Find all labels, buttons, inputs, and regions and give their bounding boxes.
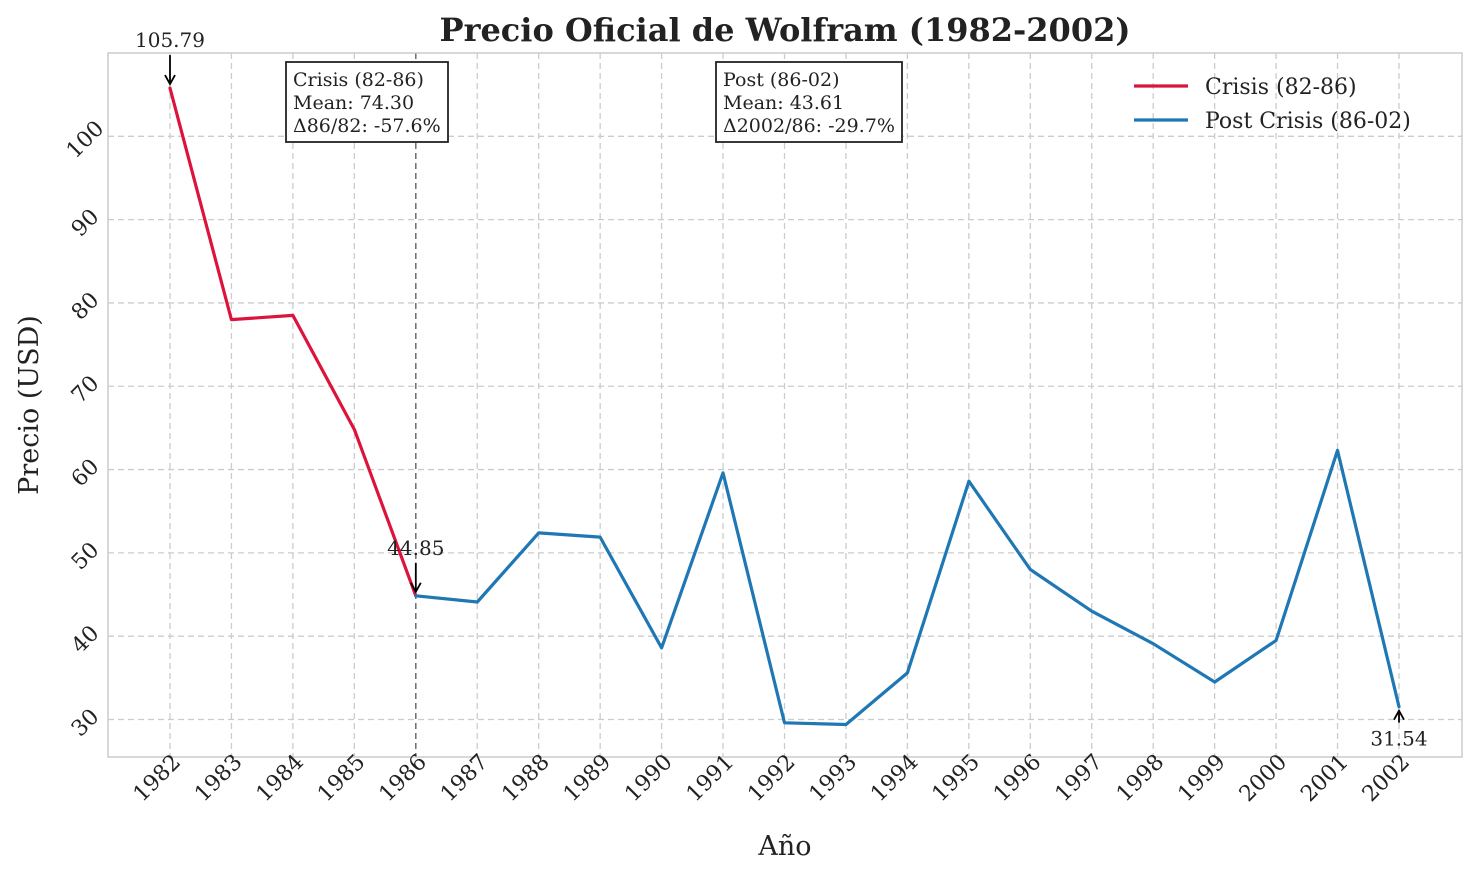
annotation-label: 31.54	[1370, 727, 1427, 751]
y-axis-label: Precio (USD)	[14, 315, 45, 495]
x-tick-label: 2000	[1235, 750, 1292, 807]
y-tick-label: 100	[62, 116, 109, 163]
annotation-label: 44.85	[387, 536, 444, 560]
x-axis-label: Año	[757, 831, 811, 862]
legend-item: Post Crisis (86-02)	[1134, 109, 1411, 134]
annotation-arrowhead	[164, 74, 176, 86]
stats-box-line: Crisis (82-86)	[293, 69, 424, 91]
x-tick-label: 2001	[1296, 750, 1353, 807]
stats-box-frame	[285, 61, 449, 143]
x-tick-label: 1983	[190, 750, 247, 807]
x-tick-label: 1996	[989, 750, 1046, 807]
y-tick-labels: 30 40 50 60 70 80 90 100	[62, 116, 109, 742]
legend-label: Post Crisis (86-02)	[1205, 109, 1411, 134]
x-tick-label: 1994	[866, 750, 923, 807]
y-tick-label: 50	[67, 538, 104, 575]
x-tick-label: 1992	[743, 750, 800, 807]
grid-layer	[108, 53, 1462, 757]
chart-title: Precio Oficial de Wolfram (1982-2002)	[440, 11, 1131, 49]
x-tick-labels: 1982 1983 1984 1985 1986 1987 1988 1989 1990 1991…	[129, 750, 1415, 807]
x-tick-label: 1997	[1051, 750, 1108, 807]
x-tick-label: 1982	[129, 750, 186, 807]
y-tick-label: 60	[67, 454, 104, 491]
x-tick-label: 1991	[682, 750, 739, 807]
x-tick-label: 1988	[497, 750, 554, 807]
x-tick-label: 1984	[252, 750, 309, 807]
series-layer	[168, 86, 1401, 727]
x-tick-label: 1999	[1173, 750, 1230, 807]
series-line-post-crisis	[414, 448, 1401, 727]
x-tick-label: 1986	[375, 750, 432, 807]
x-tick-label: 1985	[313, 750, 370, 807]
y-tick-label: 70	[67, 371, 104, 408]
stats-box-line: Δ2002/86: -29.7%	[723, 115, 895, 137]
annotation-layer: 105.79 44.85 31.54	[135, 28, 1428, 751]
point-annotation: 105.79	[135, 28, 205, 86]
x-tick-label: 1989	[559, 750, 616, 807]
y-tick-label: 30	[67, 704, 104, 741]
annotation-arrowhead	[410, 582, 422, 594]
y-tick-label: 80	[67, 288, 104, 325]
x-tick-label: 1995	[928, 750, 985, 807]
x-tick-label: 1993	[805, 750, 862, 807]
stats-box-frame	[715, 61, 903, 143]
y-tick-label: 90	[67, 205, 104, 242]
annotation-arrowhead	[1393, 708, 1405, 721]
plot-area-frame	[107, 52, 1463, 758]
point-annotation: 44.85	[387, 536, 444, 594]
x-tick-label: 1990	[620, 750, 677, 807]
stats-box-line: Δ86/82: -57.6%	[293, 115, 441, 137]
x-tick-label: 1987	[436, 750, 493, 807]
annotation-label: 105.79	[135, 28, 205, 52]
legend: Crisis (82-86) Post Crisis (86-02)	[1134, 75, 1411, 134]
legend-label: Crisis (82-86)	[1205, 75, 1357, 100]
stats-box-line: Mean: 74.30	[293, 92, 414, 114]
y-tick-label: 40	[67, 621, 104, 658]
series-line-crisis	[168, 86, 418, 598]
point-annotation: 31.54	[1370, 708, 1428, 751]
stats-box-line: Post (86-02)	[723, 69, 839, 91]
x-tick-label: 2002	[1358, 750, 1415, 807]
legend-item: Crisis (82-86)	[1134, 75, 1357, 100]
x-tick-label: 1998	[1112, 750, 1169, 807]
stats-box-line: Mean: 43.61	[723, 92, 844, 114]
